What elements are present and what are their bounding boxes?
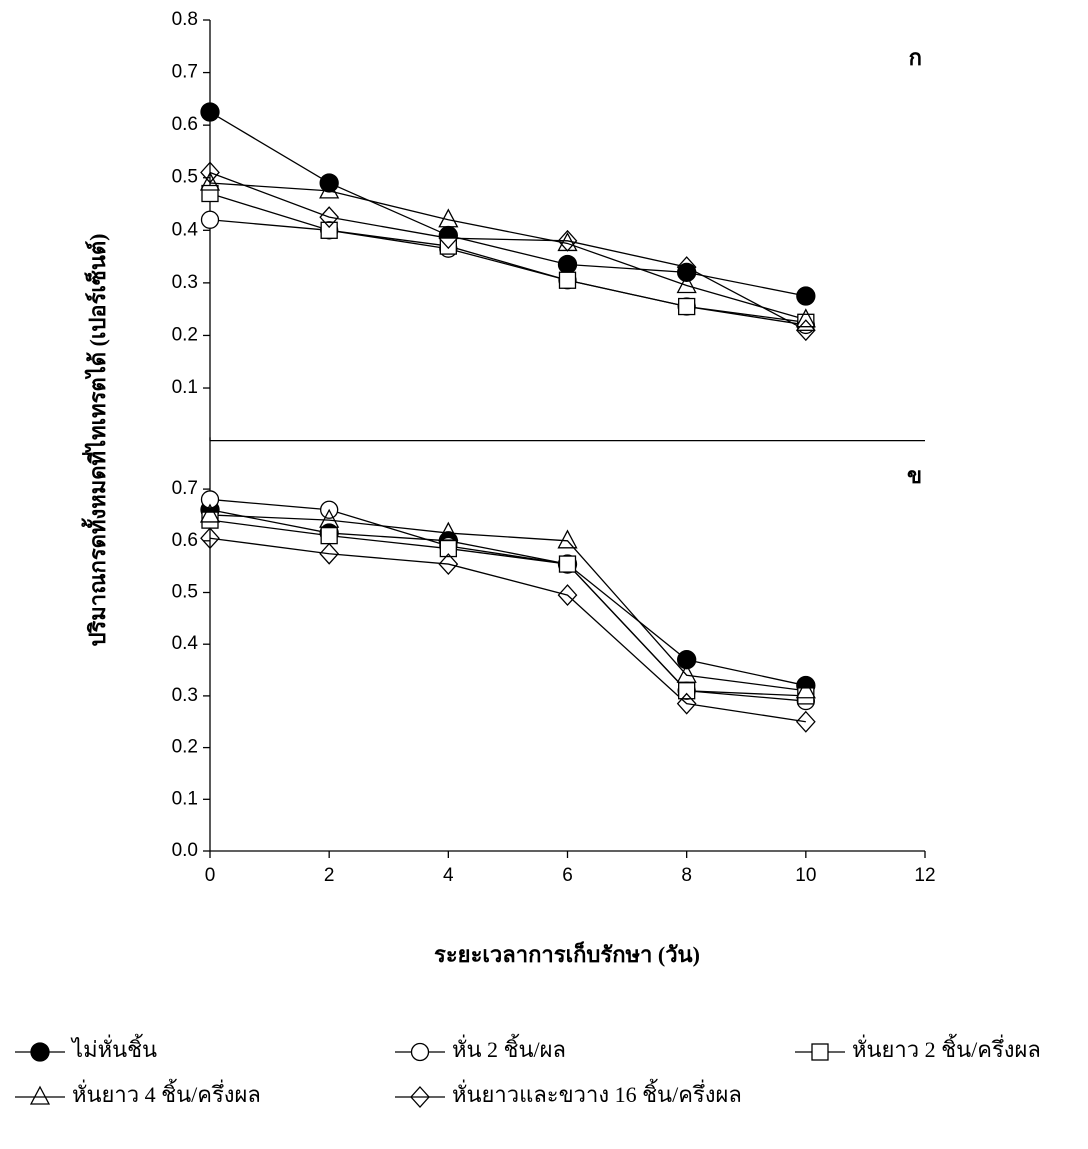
series-line <box>210 520 806 696</box>
x-tick-label: 2 <box>324 865 335 886</box>
data-point <box>559 255 577 273</box>
data-point <box>320 174 338 192</box>
data-point <box>560 272 576 288</box>
x-axis-label: ระยะเวลาการเก็บรักษา (วัน) <box>434 940 700 967</box>
y-tick-label: 0.0 <box>172 840 198 861</box>
data-point <box>202 211 219 228</box>
y-tick-label: 0.1 <box>172 788 198 809</box>
data-point <box>679 299 695 315</box>
x-tick-label: 8 <box>681 865 692 886</box>
data-point <box>798 314 814 330</box>
series-line <box>210 515 806 691</box>
legend-marker <box>812 1044 828 1060</box>
data-point <box>440 238 456 254</box>
y-tick-label: 0.3 <box>172 272 198 293</box>
x-tick-label: 6 <box>562 865 573 886</box>
legend-label: ไม่หั่นชิ้น <box>70 1034 157 1062</box>
x-tick-label: 10 <box>795 865 816 886</box>
data-point <box>321 222 337 238</box>
data-point <box>797 287 815 305</box>
y-tick-label: 0.1 <box>172 377 198 398</box>
y-tick-label: 0.4 <box>172 633 199 654</box>
legend-label: หั่น 2 ชิ้น/ผล <box>452 1034 566 1062</box>
legend-label: หั่นยาวและขวาง 16 ชิ้น/ครึ่งผล <box>452 1079 742 1107</box>
legend-label: หั่นยาว 2 ชิ้น/ครึ่งผล <box>852 1034 1041 1062</box>
panel-label: ข <box>907 463 922 488</box>
x-tick-label: 4 <box>443 865 454 886</box>
data-point <box>679 683 695 699</box>
data-point <box>560 556 576 572</box>
legend-marker <box>31 1043 49 1061</box>
y-tick-label: 0.2 <box>172 324 198 345</box>
y-tick-label: 0.7 <box>172 478 198 499</box>
data-point <box>201 103 219 121</box>
y-tick-label: 0.8 <box>172 9 198 30</box>
y-tick-label: 0.7 <box>172 62 198 83</box>
x-tick-label: 12 <box>914 865 935 886</box>
series-line <box>210 499 806 701</box>
x-tick-label: 0 <box>205 865 216 886</box>
series-line <box>210 193 806 322</box>
panel-label: ก <box>909 45 922 70</box>
legend-label: หั่นยาว 4 ชิ้น/ครึ่งผล <box>72 1079 261 1107</box>
series-line <box>210 183 806 320</box>
chart: ก ข ปริมาณกรดทั้งหมดที่ไทเทรตได้ (เปอร์เ… <box>0 0 1088 1149</box>
y-tick-label: 0.5 <box>172 167 198 188</box>
y-tick-label: 0.5 <box>172 582 198 603</box>
series-line <box>210 510 806 686</box>
series-line <box>210 172 806 330</box>
y-axis-label: ปริมาณกรดทั้งหมดที่ไทเทรตได้ (เปอร์เซ็นต… <box>81 234 110 647</box>
series-line <box>210 538 806 722</box>
series-line <box>210 220 806 325</box>
data-point <box>678 263 696 281</box>
y-tick-label: 0.3 <box>172 685 198 706</box>
y-tick-label: 0.4 <box>172 219 199 240</box>
y-tick-label: 0.2 <box>172 737 198 758</box>
y-tick-label: 0.6 <box>172 114 198 135</box>
series-line <box>210 112 806 296</box>
legend-marker <box>412 1044 429 1061</box>
y-tick-label: 0.6 <box>172 530 198 551</box>
data-point <box>559 531 577 548</box>
data-point <box>321 528 337 544</box>
legend-marker <box>31 1087 49 1104</box>
data-point <box>202 185 218 201</box>
